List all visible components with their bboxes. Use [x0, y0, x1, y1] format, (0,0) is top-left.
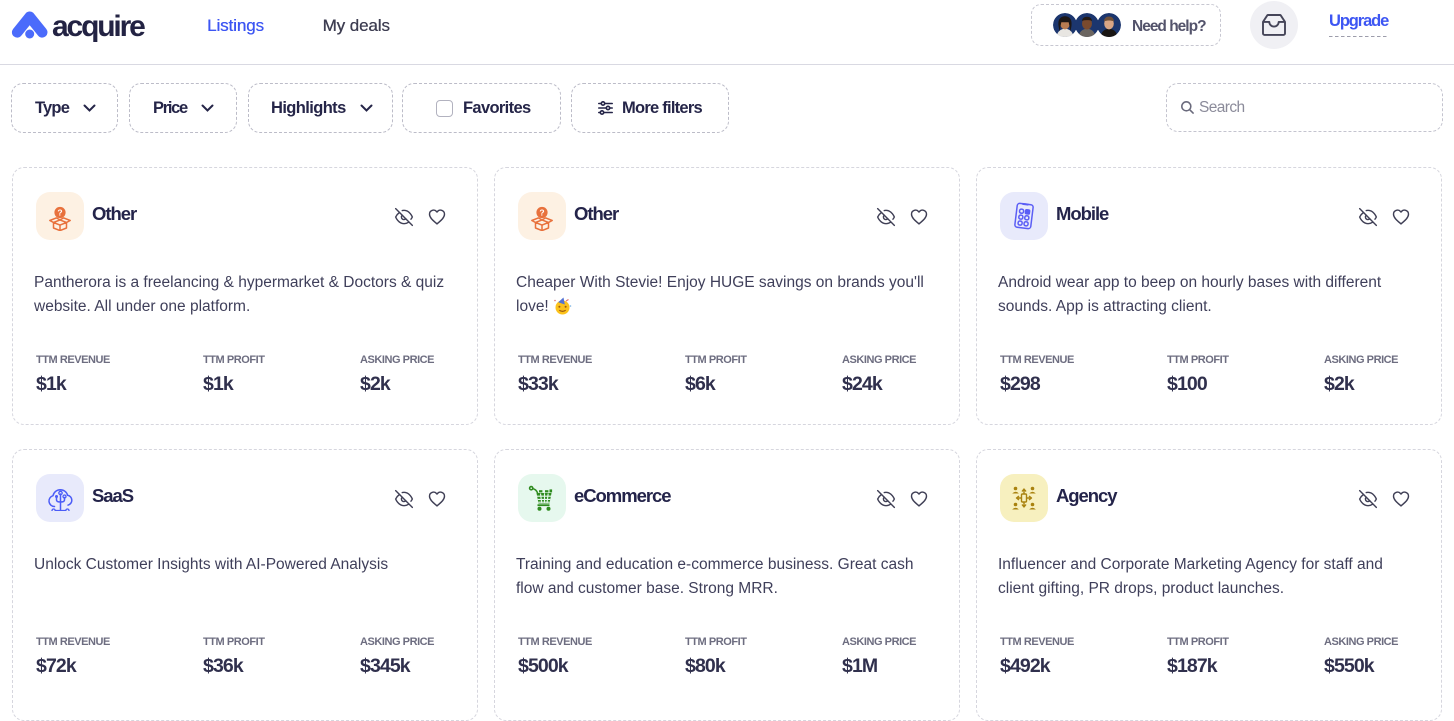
svg-text:?: ?: [57, 207, 62, 217]
svg-text:?: ?: [539, 207, 544, 217]
